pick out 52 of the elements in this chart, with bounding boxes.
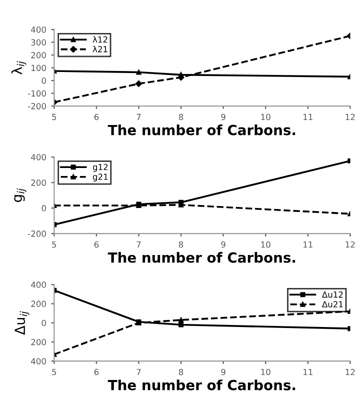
x-tick-label: 5 xyxy=(52,114,56,120)
x-tick-label: 11 xyxy=(303,368,312,376)
y-tick-label: 200 xyxy=(31,52,46,58)
y-axis-title: λ$_{ij}$ xyxy=(11,61,26,74)
x-tick-label: 9 xyxy=(221,368,226,376)
y-axis-title: Δu$_{ij}$ xyxy=(14,311,30,335)
x-tick-label: 6 xyxy=(94,114,99,120)
y-tick-label: 200 xyxy=(31,180,46,186)
x-tick-label: 11 xyxy=(303,241,312,248)
legend-label: Δu12 xyxy=(322,291,343,298)
x-tick-label: 10 xyxy=(261,241,270,248)
y-tick-label: 400 xyxy=(31,282,46,288)
x-axis-title: The number of Carbons. xyxy=(108,380,296,390)
x-tick-label: 12 xyxy=(346,114,355,120)
x-tick-label: 11 xyxy=(303,114,312,120)
legend-label: λ21 xyxy=(92,46,108,52)
x-tick-label: 5 xyxy=(52,368,56,376)
x-axis-title: The number of Carbons. xyxy=(108,124,296,136)
y-tick-label: 300 xyxy=(31,39,46,46)
y-tick-label: 100 xyxy=(32,64,46,72)
x-tick-label: 8 xyxy=(178,368,184,376)
legend-label: λ12 xyxy=(92,36,108,43)
y-tick-label: -200 xyxy=(28,230,46,237)
legend-label: Δu21 xyxy=(322,301,343,308)
x-axis-title: The number of Carbons. xyxy=(108,252,296,263)
y-tick-label: 200 xyxy=(31,300,46,307)
x-tick-label: 9 xyxy=(221,114,226,120)
x-tick-label: 8 xyxy=(178,241,184,248)
y-tick-label: 200 xyxy=(31,338,46,346)
y-tick-label: -100 xyxy=(28,90,46,97)
x-tick-label: 7 xyxy=(136,368,141,376)
y-tick-label: 400 xyxy=(31,154,46,160)
x-tick-label: 7 xyxy=(136,241,141,248)
legend-label: g12 xyxy=(92,164,108,172)
legend-label: g21 xyxy=(92,174,108,182)
x-tick-label: 5 xyxy=(52,241,56,248)
x-tick-label: 8 xyxy=(178,114,184,120)
y-tick-label: 0 xyxy=(42,205,46,212)
y-tick-label: 400 xyxy=(31,358,46,364)
x-tick-label: 12 xyxy=(346,368,355,376)
x-tick-label: 6 xyxy=(94,368,99,376)
y-tick-label: -200 xyxy=(28,103,46,110)
y-tick-label: 0 xyxy=(42,320,46,326)
y-tick-label: 400 xyxy=(31,26,46,33)
x-tick-label: 6 xyxy=(94,241,99,248)
x-tick-label: 12 xyxy=(346,241,355,248)
x-tick-label: 7 xyxy=(136,114,141,120)
x-tick-label: 9 xyxy=(221,241,226,248)
y-axis-title: g$_{ij}$ xyxy=(14,188,26,202)
y-tick-label: 0 xyxy=(42,78,46,84)
x-tick-label: 10 xyxy=(261,368,270,376)
x-tick-label: 10 xyxy=(261,114,270,120)
